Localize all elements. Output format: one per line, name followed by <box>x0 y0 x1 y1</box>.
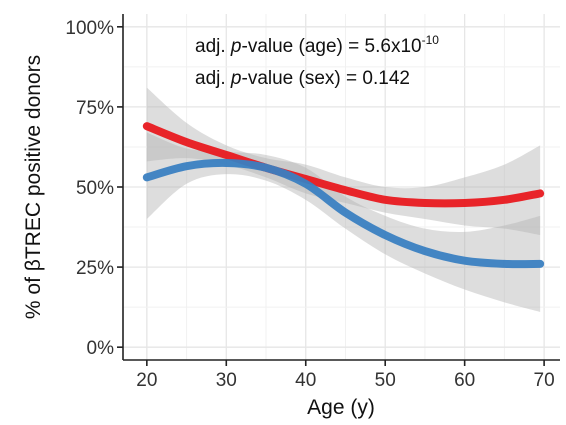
annotation-sex-p: p <box>230 68 242 89</box>
y-axis-title: % of βTREC positive donors <box>22 55 45 319</box>
y-tick-label: 100% <box>65 18 114 39</box>
confidence-bands <box>146 87 541 312</box>
x-tick-label: 40 <box>295 370 316 391</box>
annotation-sex-pvalue: adj. p-value (sex) = 0.142 <box>195 68 410 89</box>
y-tick-label: 75% <box>76 98 114 119</box>
confidence-band-0 <box>146 87 541 236</box>
x-tick-label: 70 <box>534 370 555 391</box>
annotation-age-pvalue: adj. p-value (age) = 5.6x10-10 <box>195 33 439 57</box>
annotation-age-exponent: -10 <box>422 33 440 47</box>
y-axis-title-prefix: % of <box>22 271 45 319</box>
annotation-sex-prefix: adj. <box>195 68 231 89</box>
annotation-age-middle: -value (age) = 5.6x10 <box>242 36 422 57</box>
y-axis-title-suffix: TREC positive donors <box>22 55 45 259</box>
y-axis-title-symbol: β <box>22 259 45 271</box>
y-tick-label: 0% <box>87 338 115 359</box>
annotation-age-prefix: adj. <box>195 36 231 57</box>
x-axis-title: Age (y) <box>307 396 375 419</box>
y-tick-label: 50% <box>76 178 114 199</box>
x-ticks: 20 30 40 50 60 70 <box>136 360 555 391</box>
y-ticks: 0% 25% 50% 75% 100% <box>65 18 123 359</box>
x-tick-label: 20 <box>136 370 157 391</box>
x-tick-label: 50 <box>375 370 396 391</box>
grid <box>123 14 560 360</box>
annotation-sex-rest: -value (sex) = 0.142 <box>242 68 410 89</box>
series-lines <box>142 122 545 269</box>
confidence-band-1 <box>146 132 541 312</box>
x-tick-label: 60 <box>454 370 475 391</box>
annotation-age-p: p <box>230 36 242 57</box>
series-line-1 <box>142 158 545 269</box>
x-tick-label: 30 <box>216 370 237 391</box>
series-line-0 <box>142 122 545 208</box>
y-tick-label: 25% <box>76 258 114 279</box>
